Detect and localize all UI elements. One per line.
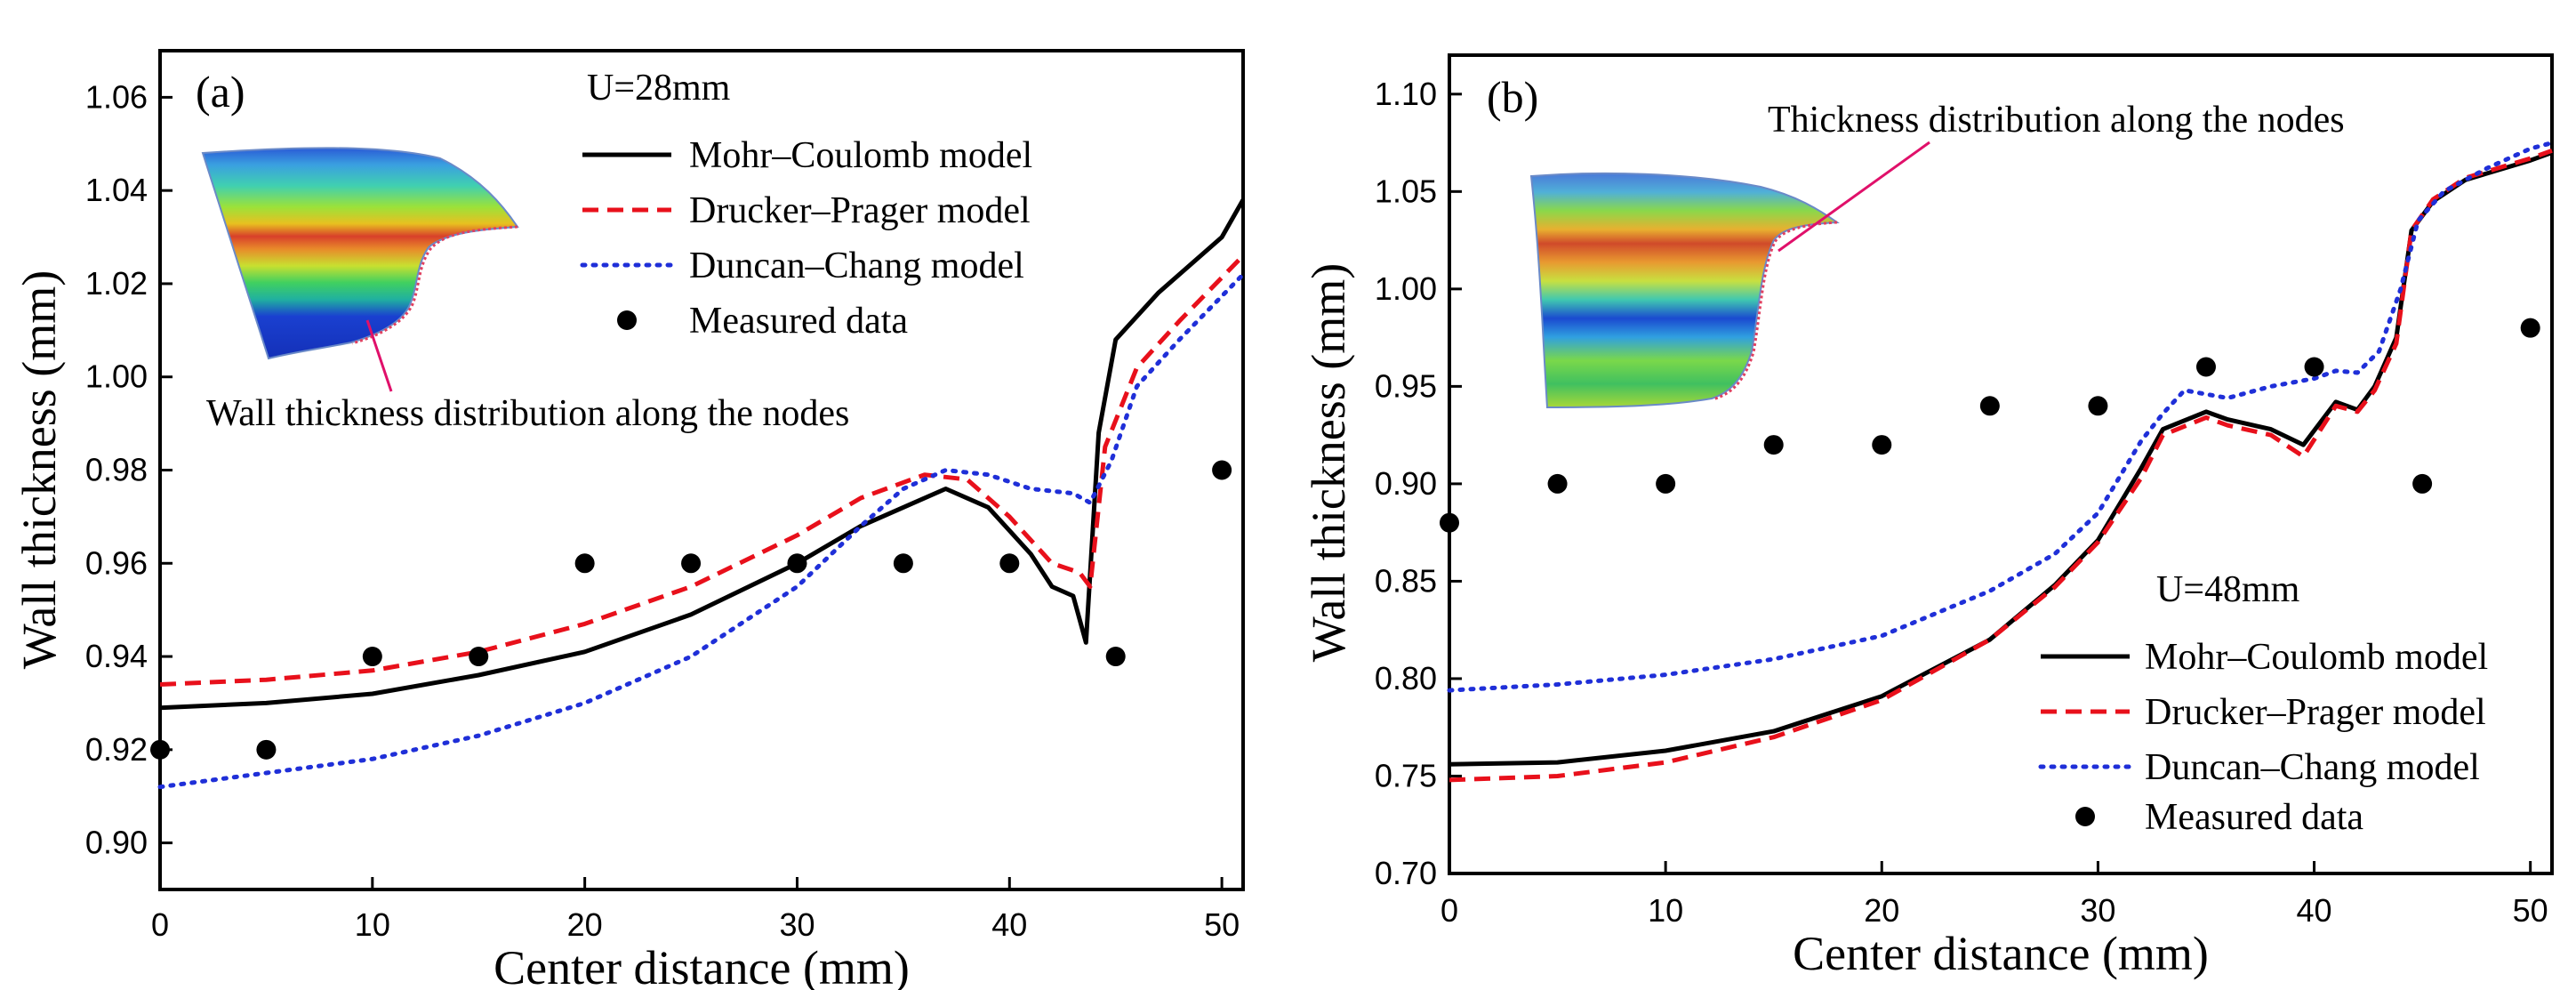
x-tick-label: 0: [1440, 892, 1458, 929]
y-tick-label: 1.02: [85, 265, 148, 302]
y-tick-label: 1.00: [85, 358, 148, 395]
x-axis-label-a: Center distance (mm): [494, 941, 910, 990]
data-point-measured-data: [2195, 357, 2216, 377]
inset-annotation-a: Wall thickness distribution along the no…: [206, 393, 849, 434]
legend-label-duncan-chang-a: Duncan–Chang model: [689, 245, 1024, 286]
data-point-measured-data: [1547, 473, 1568, 494]
legend-b: U=48mm Mohr–Coulomb model Drucker–Prager…: [2038, 569, 2488, 838]
legend-label-duncan-chang-b: Duncan–Chang model: [2145, 747, 2480, 788]
data-point-measured-data: [1763, 435, 1784, 455]
legend-label-drucker-prager-b: Drucker–Prager model: [2145, 692, 2486, 733]
y-axis-label-b: Wall thickness (mm): [1302, 263, 1355, 663]
panel-a: 0.90 0.92 0.94 0.96 0.98 1.00 1.02 1.04 1.06 0 10…: [12, 49, 1246, 990]
x-tick-label: 10: [1648, 892, 1683, 929]
data-point-measured-data: [1979, 396, 2000, 416]
data-point-measured-data: [787, 553, 807, 574]
y-tick-label: 0.90: [85, 825, 148, 861]
panel-label-b: (b): [1487, 72, 1538, 122]
legend-marker-measured-b: [2075, 807, 2095, 826]
x-axis-ticks-a: 0 10 20 30 40 50: [151, 877, 1240, 943]
x-tick-label: 20: [1864, 892, 1899, 929]
data-point-measured-data: [1212, 460, 1232, 480]
y-tick-label: 1.04: [85, 172, 148, 208]
y-tick-label: 1.00: [1375, 270, 1437, 307]
x-tick-label: 30: [2080, 892, 2115, 929]
x-tick-label: 40: [991, 906, 1027, 943]
legend-marker-measured-a: [617, 310, 637, 330]
data-point-measured-data: [2520, 318, 2540, 338]
data-point-measured-data: [469, 647, 489, 667]
y-tick-label: 0.80: [1375, 660, 1437, 696]
legend-label-drucker-prager-a: Drucker–Prager model: [689, 190, 1031, 231]
y-tick-label: 0.95: [1375, 367, 1437, 404]
plot-frame-b: [1448, 53, 2554, 875]
y-tick-label: 0.96: [85, 544, 148, 581]
y-tick-label: 1.10: [1375, 76, 1437, 112]
data-point-measured-data: [1440, 512, 1459, 533]
series-line-mohr-coulomb-model: [159, 198, 1246, 711]
y-axis-label-a: Wall thickness (mm): [12, 270, 66, 670]
legend-label-mohr-coulomb-b: Mohr–Coulomb model: [2145, 637, 2488, 678]
series-group-a: [150, 198, 1246, 790]
y-tick-label: 0.85: [1375, 562, 1437, 599]
y-tick-label: 0.94: [85, 638, 148, 674]
inset-annotation-b: Thickness distribution along the nodes: [1768, 100, 2345, 141]
legend-label-measured-b: Measured data: [2145, 797, 2363, 838]
legend-a: U=28mm Mohr–Coulomb model Drucker–Prager…: [580, 68, 1032, 342]
x-tick-label: 0: [151, 906, 169, 943]
data-point-measured-data: [1872, 435, 1892, 455]
series-group-b: [1440, 141, 2555, 783]
data-point-measured-data: [1656, 473, 1676, 494]
x-tick-label: 20: [567, 906, 603, 943]
data-point-measured-data: [1105, 647, 1126, 667]
panel-b: 0.70 0.75 0.80 0.85 0.90 0.95 1.00 1.05 1.10 0 10…: [1302, 53, 2555, 980]
x-tick-label: 40: [2297, 892, 2332, 929]
y-axis-ticks-a: 0.90 0.92 0.94 0.96 0.98 1.00 1.02 1.04 1.06: [85, 78, 173, 861]
legend-label-mohr-coulomb-a: Mohr–Coulomb model: [689, 135, 1032, 176]
y-tick-label: 0.70: [1375, 855, 1437, 891]
y-axis-ticks-b: 0.70 0.75 0.80 0.85 0.90 0.95 1.00 1.05 1.10: [1375, 76, 1462, 891]
condition-label-a: U=28mm: [587, 68, 731, 109]
series-line-drucker-prager-model: [159, 254, 1245, 687]
y-tick-label: 0.90: [1375, 465, 1437, 502]
series-line-duncan-chang-model: [157, 272, 1246, 790]
data-point-measured-data: [150, 739, 170, 760]
data-point-measured-data: [2412, 473, 2433, 494]
data-point-measured-data: [2088, 396, 2108, 416]
data-point-measured-data: [256, 739, 277, 760]
panel-label-a: (a): [196, 67, 245, 117]
data-point-measured-data: [893, 553, 913, 574]
data-point-measured-data: [681, 553, 702, 574]
data-point-measured-data: [574, 553, 595, 574]
y-tick-label: 0.75: [1375, 757, 1437, 793]
data-point-measured-data: [362, 647, 382, 667]
inset-contour-image-a: [201, 147, 519, 392]
series-line-duncan-chang-model: [1447, 141, 2555, 693]
x-axis-label-b: Center distance (mm): [1793, 927, 2209, 980]
condition-label-b: U=48mm: [2156, 569, 2300, 610]
inset-contour-image-b: [1529, 141, 1930, 409]
x-tick-label: 50: [2513, 892, 2548, 929]
y-tick-label: 0.98: [85, 452, 148, 488]
data-point-measured-data: [999, 553, 1020, 574]
x-tick-label: 30: [779, 906, 815, 943]
legend-label-measured-a: Measured data: [689, 301, 908, 342]
y-tick-label: 1.05: [1375, 173, 1437, 209]
data-point-measured-data: [2304, 357, 2324, 377]
x-tick-label: 50: [1204, 906, 1240, 943]
x-axis-ticks-b: 0 10 20 30 40 50: [1440, 861, 2548, 929]
x-tick-label: 10: [355, 906, 390, 943]
y-tick-label: 1.06: [85, 78, 148, 115]
y-tick-label: 0.92: [85, 731, 148, 768]
